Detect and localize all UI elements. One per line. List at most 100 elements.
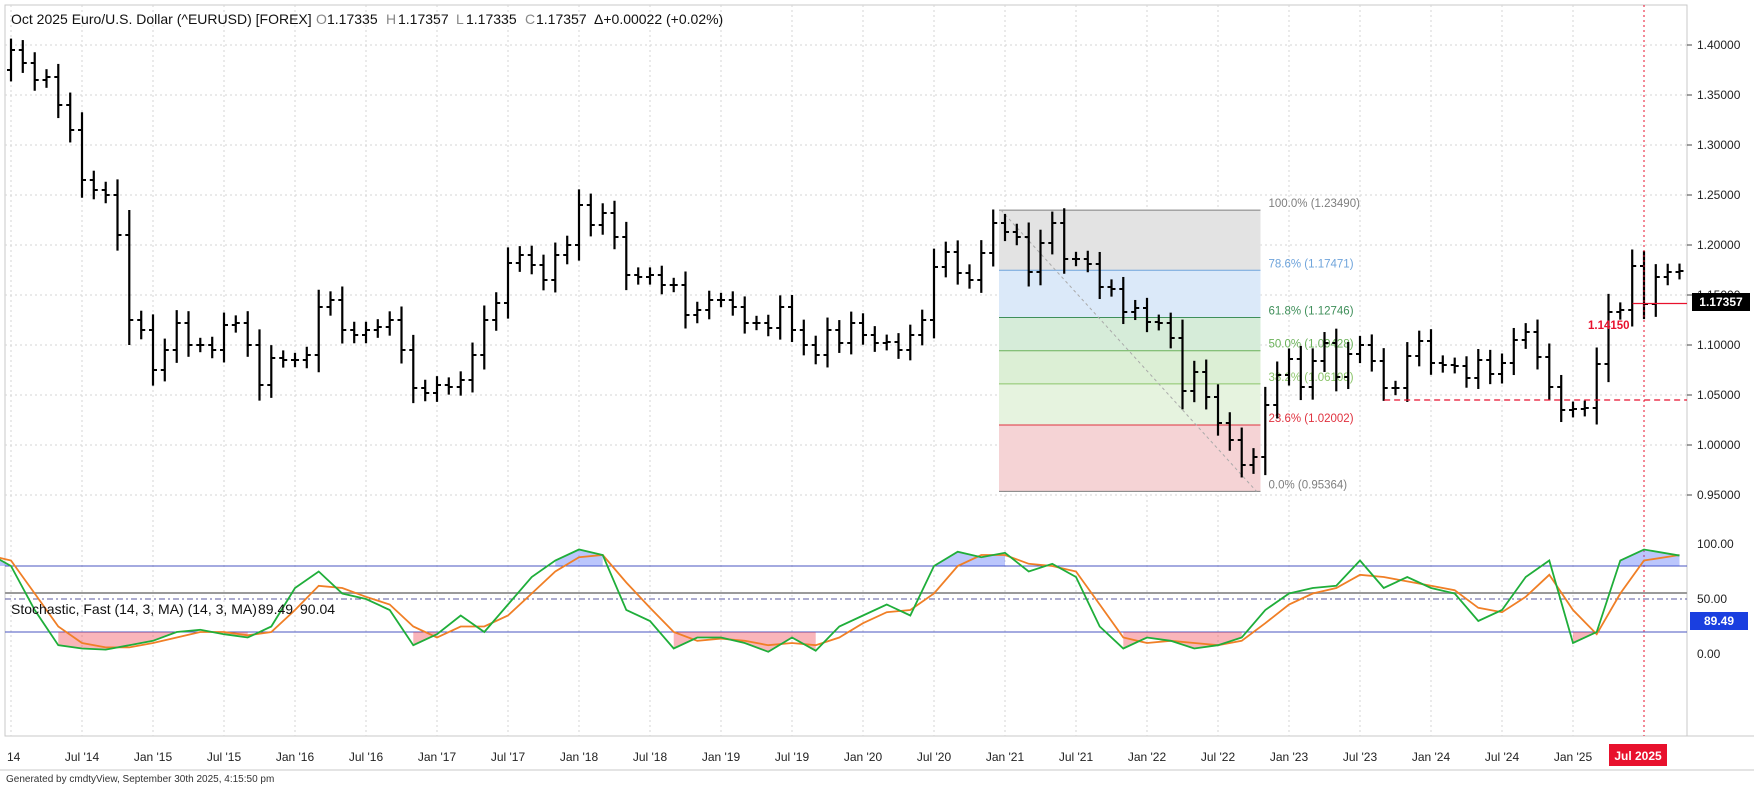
price-bar [1628, 249, 1637, 327]
x-tick-label: Jan '15 [134, 750, 173, 764]
price-bar [1178, 319, 1187, 410]
price-bar [1119, 276, 1128, 325]
y-tick-label: 1.25000 [1697, 188, 1741, 202]
price-bar [918, 309, 927, 346]
price-bar [728, 291, 737, 316]
price-bar [1308, 348, 1317, 400]
price-bar [894, 333, 903, 359]
overbought-fill [1620, 549, 1680, 566]
price-bar [1604, 293, 1613, 383]
price-bar [504, 247, 512, 319]
price-bar [1190, 360, 1199, 403]
price-bar [66, 92, 75, 143]
price-bar [847, 311, 856, 355]
price-bar [1095, 251, 1104, 300]
price-bar [1036, 229, 1045, 286]
price-bar [314, 289, 323, 373]
y-tick-label: 1.20000 [1697, 238, 1741, 252]
price-bar [515, 246, 524, 272]
stoch-value-badge-text: 89.49 [1704, 614, 1734, 628]
price-bar [1415, 330, 1424, 367]
price-bar [1663, 263, 1672, 286]
fib-level-label: 100.0% (1.23490) [1269, 198, 1361, 210]
price-bar [1249, 448, 1258, 474]
price-bar [906, 324, 915, 361]
price-bar [255, 329, 264, 401]
stoch-k-line [0, 548, 1680, 653]
x-tick-label: Jan '20 [844, 750, 883, 764]
price-bar [1545, 343, 1554, 401]
price-bar [1143, 297, 1151, 333]
price-bar [1048, 211, 1057, 255]
x-tick-label: Jul '15 [207, 750, 242, 764]
price-bar [338, 286, 347, 344]
price-bar [480, 305, 489, 370]
price-bar [1024, 222, 1033, 287]
fib-level-label: 23.6% (1.02002) [1269, 413, 1354, 425]
price-bar [693, 301, 702, 324]
current-x-badge [1609, 744, 1667, 766]
price-bar [409, 334, 418, 404]
price-bar [1651, 264, 1660, 317]
price-bar [1214, 384, 1222, 436]
price-bar [1107, 279, 1116, 297]
x-tick-label: Jul '22 [1201, 750, 1236, 764]
price-bar [1580, 400, 1589, 417]
y-tick-label: 1.35000 [1697, 88, 1741, 102]
price-bar [30, 52, 39, 91]
last-price-badge [1692, 293, 1750, 311]
price-bar [575, 189, 583, 261]
price-bar [870, 326, 879, 352]
price-bar [1462, 356, 1471, 388]
fib-zone [999, 350, 1261, 384]
stoch-y-tick-label: 0.00 [1697, 647, 1721, 661]
y-tick-label: 1.10000 [1697, 338, 1741, 352]
price-bar [953, 240, 962, 285]
oversold-fill [673, 632, 816, 652]
price-bar [421, 379, 430, 402]
price-bar [1072, 251, 1080, 267]
price-bar [125, 209, 134, 346]
price-bar [1427, 329, 1435, 375]
price-bar [610, 200, 619, 250]
price-bar [859, 313, 867, 345]
price-bar [764, 314, 773, 337]
x-tick-label: Jul '21 [1059, 750, 1094, 764]
price-bar [7, 38, 15, 82]
price-bar [397, 306, 406, 364]
price-bar [1060, 208, 1069, 274]
price-bar [89, 170, 98, 200]
price-bar [563, 235, 572, 265]
current-x-badge-text: Jul 2025 [1614, 749, 1662, 763]
price-bar [1154, 314, 1163, 331]
ohlc-close-value: 1.17357 [536, 11, 587, 27]
price-bar [1569, 401, 1577, 418]
price-bar [1557, 374, 1566, 423]
ohlc-open-value: 1.17335 [327, 11, 378, 27]
price-bar [172, 310, 181, 363]
price-bar [622, 221, 631, 291]
fib-level-label: 61.8% (1.12746) [1269, 306, 1354, 318]
price-bar [1486, 349, 1495, 385]
price-bar [882, 334, 891, 351]
price-bar [1083, 250, 1092, 273]
price-bar [456, 371, 465, 396]
price-bar [302, 346, 311, 369]
price-bar [539, 254, 548, 291]
x-axis: 14 Jul '14 Jan '15 Jul '15 Jan '16 Jul '16 Jan… [7, 750, 1592, 764]
x-tick-label: Jul '17 [491, 750, 526, 764]
price-bar [1438, 355, 1447, 373]
price-bar [527, 245, 536, 275]
price-bar [160, 338, 169, 382]
price-bar [941, 241, 950, 278]
price-bar [551, 242, 560, 293]
price-bar [835, 320, 844, 353]
x-tick-label: Jan '16 [276, 750, 315, 764]
stoch-y-tick-label: 50.00 [1697, 592, 1727, 606]
x-tick-label: Jul '14 [65, 750, 100, 764]
price-bar [279, 350, 288, 368]
price-bar [657, 265, 666, 295]
price-bar [1273, 361, 1282, 419]
price-bar [18, 40, 27, 73]
